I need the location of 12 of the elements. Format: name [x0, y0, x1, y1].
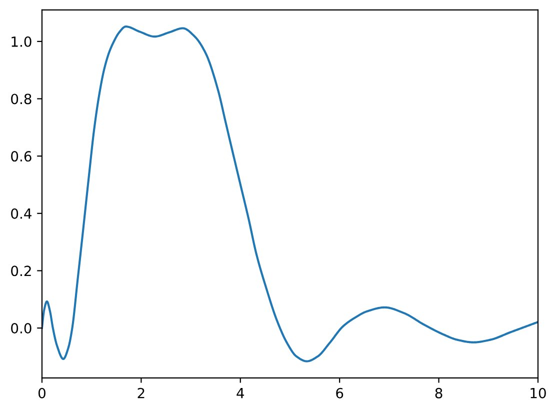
y-tick-label: 0.4 [11, 208, 32, 219]
x-tick-label: 6 [336, 388, 344, 398]
x-tick-label: 2 [138, 388, 144, 398]
x-tick-label: 10 [530, 388, 546, 398]
x-tick-label: 0 [38, 388, 46, 398]
x-tick-label: 8 [435, 388, 442, 398]
x-tick-label: 4 [236, 388, 244, 398]
y-tick-label: 0.0 [11, 322, 32, 334]
y-tick-label: 1.0 [12, 36, 32, 47]
y-tick-label: 0.2 [11, 266, 31, 276]
y-tick-label: 0.6 [11, 151, 32, 162]
y-tick-label: 0.8 [11, 94, 32, 104]
